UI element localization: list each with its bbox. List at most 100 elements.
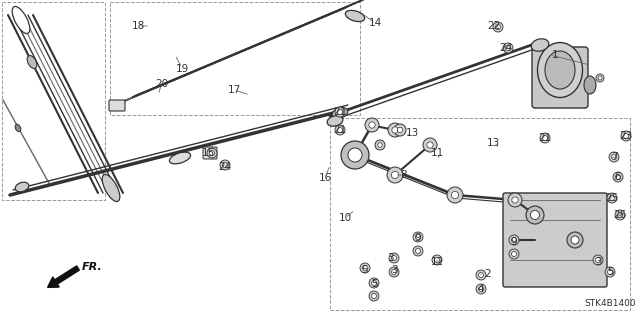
Circle shape — [362, 265, 367, 271]
Circle shape — [369, 291, 379, 301]
Ellipse shape — [526, 206, 544, 224]
Text: 5: 5 — [371, 279, 378, 289]
Text: 24: 24 — [218, 162, 232, 172]
Circle shape — [451, 191, 459, 199]
Circle shape — [209, 151, 214, 155]
Text: 9: 9 — [511, 237, 517, 247]
Ellipse shape — [12, 6, 30, 33]
Circle shape — [347, 147, 363, 163]
Text: 2: 2 — [484, 269, 492, 279]
FancyBboxPatch shape — [532, 47, 588, 108]
Circle shape — [375, 140, 385, 150]
Text: 10: 10 — [339, 213, 351, 223]
Circle shape — [371, 293, 376, 299]
Circle shape — [337, 128, 342, 132]
Circle shape — [335, 107, 345, 117]
Circle shape — [509, 235, 519, 245]
Ellipse shape — [567, 232, 583, 248]
Text: 6: 6 — [614, 172, 621, 182]
Ellipse shape — [346, 11, 365, 22]
Circle shape — [618, 212, 623, 218]
Text: 17: 17 — [227, 85, 241, 95]
Ellipse shape — [538, 42, 582, 98]
Circle shape — [220, 160, 230, 170]
Text: 21: 21 — [333, 107, 347, 117]
Ellipse shape — [102, 174, 120, 202]
Circle shape — [511, 251, 516, 256]
Circle shape — [341, 141, 369, 169]
Ellipse shape — [531, 39, 549, 51]
Circle shape — [388, 123, 402, 137]
Circle shape — [348, 148, 362, 162]
Ellipse shape — [332, 108, 348, 118]
Circle shape — [337, 109, 342, 115]
FancyBboxPatch shape — [203, 147, 217, 159]
Circle shape — [621, 131, 631, 141]
Text: FR.: FR. — [82, 262, 103, 272]
Text: 21: 21 — [333, 125, 347, 135]
Text: 21: 21 — [538, 133, 552, 143]
Circle shape — [394, 124, 406, 136]
Circle shape — [543, 136, 547, 140]
Ellipse shape — [327, 116, 343, 126]
Circle shape — [413, 232, 423, 242]
Circle shape — [223, 162, 227, 167]
Text: 5: 5 — [607, 267, 613, 277]
Circle shape — [476, 284, 486, 294]
Text: 16: 16 — [318, 173, 332, 183]
Text: 3: 3 — [387, 253, 394, 263]
Ellipse shape — [531, 211, 540, 219]
Text: 22: 22 — [488, 21, 500, 31]
Circle shape — [360, 263, 370, 273]
Circle shape — [609, 152, 619, 162]
Circle shape — [596, 74, 604, 82]
Circle shape — [432, 255, 442, 265]
Text: 7: 7 — [611, 152, 618, 162]
Circle shape — [609, 196, 614, 201]
Ellipse shape — [170, 152, 191, 164]
Circle shape — [413, 246, 423, 256]
Text: 24: 24 — [499, 43, 513, 53]
Circle shape — [392, 256, 397, 261]
Ellipse shape — [15, 182, 29, 192]
Text: 11: 11 — [430, 148, 444, 158]
Circle shape — [392, 270, 397, 275]
FancyBboxPatch shape — [109, 100, 125, 111]
Text: 3: 3 — [595, 257, 602, 267]
Circle shape — [479, 286, 483, 292]
Text: 19: 19 — [175, 64, 189, 74]
Circle shape — [613, 172, 623, 182]
Text: 15: 15 — [202, 148, 214, 158]
Text: 25: 25 — [605, 193, 619, 203]
Ellipse shape — [15, 124, 21, 132]
Text: 9: 9 — [415, 233, 421, 243]
Circle shape — [389, 253, 399, 263]
Circle shape — [623, 133, 628, 138]
Text: 13: 13 — [486, 138, 500, 148]
Circle shape — [511, 238, 516, 242]
Text: 3: 3 — [390, 265, 397, 275]
Circle shape — [607, 270, 612, 275]
Circle shape — [607, 193, 617, 203]
Circle shape — [540, 133, 550, 143]
Circle shape — [365, 118, 379, 132]
Text: 26: 26 — [613, 210, 627, 220]
Text: 13: 13 — [405, 128, 419, 138]
Circle shape — [387, 167, 403, 183]
Ellipse shape — [545, 51, 575, 89]
Circle shape — [611, 154, 616, 160]
Ellipse shape — [584, 76, 596, 94]
Text: 18: 18 — [131, 21, 145, 31]
Circle shape — [207, 148, 217, 158]
Circle shape — [509, 249, 519, 259]
Text: 14: 14 — [369, 18, 381, 28]
Text: STK4B1400: STK4B1400 — [584, 299, 636, 308]
Circle shape — [593, 255, 603, 265]
Text: 5: 5 — [362, 265, 368, 275]
Circle shape — [493, 22, 503, 32]
Circle shape — [476, 270, 486, 280]
Circle shape — [378, 143, 382, 147]
Circle shape — [427, 142, 433, 148]
Circle shape — [512, 197, 518, 203]
Circle shape — [415, 234, 420, 240]
